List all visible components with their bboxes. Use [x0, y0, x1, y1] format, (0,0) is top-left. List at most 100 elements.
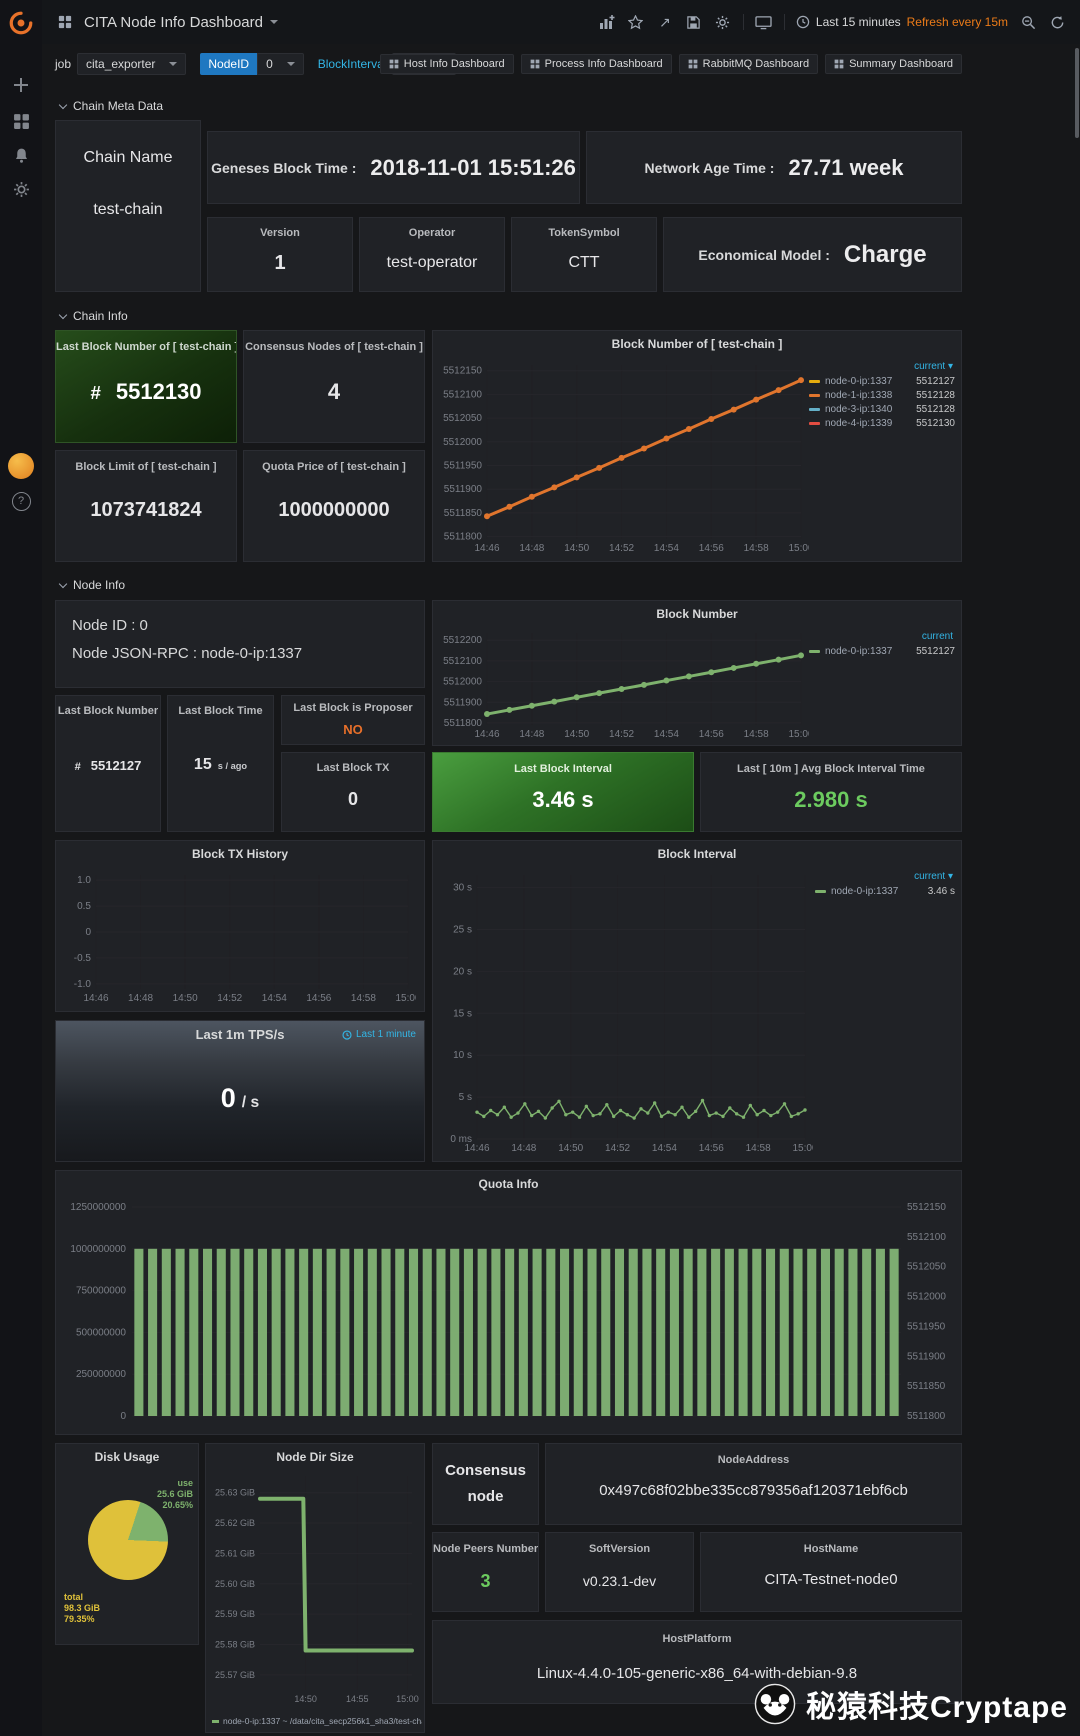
dashboard-title[interactable]: CITA Node Info Dashboard — [84, 13, 263, 31]
legend-header[interactable]: current ▾ — [914, 361, 953, 372]
legend-series-value: 3.46 s — [927, 886, 955, 897]
stat-label: Geneses Block Time : — [211, 159, 357, 176]
settings-gear-icon[interactable] — [714, 13, 732, 31]
legend-item[interactable]: node-0-ip:1337 5512127 — [809, 376, 955, 387]
panel-title[interactable]: HostPlatform — [662, 1633, 732, 1645]
panel-title[interactable]: Last Block Number of [ test-chain ] — [56, 341, 236, 353]
user-avatar[interactable] — [0, 452, 42, 480]
create-plus-icon[interactable] — [0, 74, 42, 96]
configuration-gear-icon[interactable] — [0, 178, 42, 200]
panel-node-id: Node ID : 0 Node JSON-RPC : node-0-ip:13… — [55, 600, 425, 688]
legend-item[interactable]: node-0-ip:1337 5512127 — [809, 646, 955, 657]
section-title: Chain Info — [73, 309, 128, 323]
chart-plot[interactable]: 14:46 14:48 14:50 14:52 14:54 14:56 14:58 15:00… — [437, 625, 809, 741]
panel-title[interactable]: Node Peers Number — [433, 1543, 538, 1555]
panel-title[interactable]: Last 1m TPS/s — [195, 1027, 285, 1042]
panel-last-block-tx: Last Block TX 0 — [281, 752, 425, 832]
panel-title[interactable]: TokenSymbol — [548, 227, 620, 239]
refresh-icon[interactable] — [1048, 13, 1066, 31]
share-icon[interactable]: ↗ — [659, 13, 671, 30]
panel-last-block-time: Last Block Time 15 s / ago — [167, 695, 274, 832]
chart-plot[interactable]: 14:46 14:48 14:50 14:52 14:54 14:56 14:58 15:00… — [60, 867, 416, 1005]
svg-text:5512150: 5512150 — [907, 1202, 946, 1213]
stat-label: Economical Model : — [698, 246, 830, 263]
time-range-picker[interactable]: Last 15 minutes Refresh every 15m — [796, 15, 1008, 29]
panel-title[interactable]: Version — [260, 227, 300, 239]
legend-item[interactable]: node-4-ip:1339 5512130 — [809, 418, 955, 429]
add-panel-icon[interactable] — [598, 13, 616, 31]
panel-quota-info-graph: Quota Info 0 250000000 500000000 750000000 1… — [55, 1170, 962, 1435]
panel-title[interactable]: Last [ 10m ] Avg Block Interval Time — [737, 763, 925, 775]
zoom-out-icon[interactable] — [1019, 13, 1037, 31]
panel-title[interactable]: Block Interval — [657, 847, 737, 861]
section-chain-info[interactable]: Chain Info — [58, 309, 128, 323]
legend-item[interactable]: node-1-ip:1338 5512128 — [809, 390, 955, 401]
dashboards-grid-icon[interactable] — [0, 110, 42, 132]
star-icon[interactable] — [627, 13, 645, 31]
legend-header[interactable]: current — [921, 631, 953, 642]
link-host-info-dashboard[interactable]: Host Info Dashboard — [379, 54, 514, 74]
panel-title[interactable]: Operator — [408, 227, 456, 239]
panel-title[interactable]: Quota Price of [ test-chain ] — [262, 461, 406, 473]
dashboard-grid-icon[interactable] — [56, 13, 74, 31]
scrollbar[interactable] — [1075, 48, 1079, 138]
panel-title[interactable]: Last Block Time — [178, 705, 263, 717]
svg-text:5511850: 5511850 — [444, 508, 483, 519]
variable-job[interactable]: job cita_exporter — [55, 53, 187, 75]
panel-title[interactable]: Block Number — [656, 607, 738, 621]
panel-title[interactable]: Last Block Interval — [514, 763, 612, 775]
panel-title[interactable]: Node Dir Size — [276, 1450, 354, 1464]
save-icon[interactable] — [685, 13, 703, 31]
panel-title[interactable]: Consensus Nodes of [ test-chain ] — [245, 341, 423, 353]
panel-title[interactable]: Block Limit of [ test-chain ] — [75, 461, 217, 473]
link-process-info-dashboard[interactable]: Process Info Dashboard — [520, 54, 672, 74]
panel-title[interactable]: Last Block is Proposer — [293, 702, 413, 714]
legend-item[interactable]: node-3-ip:1340 5512128 — [809, 404, 955, 415]
sidebar: ? — [0, 0, 42, 1736]
panel-title[interactable]: Block TX History — [191, 847, 289, 861]
svg-text:5511900: 5511900 — [907, 1351, 946, 1362]
section-chain-meta-data[interactable]: Chain Meta Data — [58, 99, 163, 113]
slice-percent: 20.65% — [162, 1500, 193, 1510]
link-rabbitmq-dashboard[interactable]: RabbitMQ Dashboard — [678, 54, 819, 74]
panel-block-number-chain-graph: Block Number of [ test-chain ] 14:46 14:4… — [432, 330, 962, 562]
panel-title[interactable]: Chain Name — [83, 149, 173, 166]
panel-node-block-number-graph: Block Number 14:46 14:48 14:50 14:52 14:54 14… — [432, 600, 962, 746]
panel-title[interactable]: Last Block Number — [57, 705, 159, 717]
variable-value[interactable]: cita_exporter — [77, 53, 187, 75]
grafana-logo[interactable] — [0, 8, 42, 38]
panel-last-block-interval: Last Block Interval 3.46 s — [432, 752, 694, 832]
chart-legend: current node-0-ip:1337 5512127 — [809, 631, 955, 660]
panel-title[interactable]: Block Number of [ test-chain ] — [611, 337, 783, 351]
chart-plot[interactable]: 14:50 14:55 15:00 25.63 GiB 25.62 GiB 25.61 G… — [208, 1468, 420, 1706]
chart-legend: current ▾ node-0-ip:1337 3.46 s — [815, 871, 955, 900]
help-icon[interactable]: ? — [0, 490, 42, 512]
panel-title[interactable]: HostName — [803, 1543, 859, 1555]
variable-nodeid[interactable]: NodeID 0 — [200, 53, 304, 75]
section-node-info[interactable]: Node Info — [58, 578, 125, 592]
alerting-bell-icon[interactable] — [0, 144, 42, 166]
svg-text:750000000: 750000000 — [76, 1286, 126, 1297]
panel-title[interactable]: Last Block TX — [316, 762, 390, 774]
panel-block-interval-graph: Block Interval 14:46 14:48 14:50 14:52 14:54… — [432, 840, 962, 1162]
svg-text:14:56: 14:56 — [306, 993, 331, 1004]
chart-plot[interactable]: 14:46 14:48 14:50 14:52 14:54 14:56 14:58 15:00… — [437, 357, 809, 555]
legend-item[interactable]: node-0-ip:1337 3.46 s — [815, 886, 955, 897]
tps-range-badge[interactable]: Last 1 minute — [342, 1029, 416, 1040]
dashboard-links: Host Info Dashboard Process Info Dashboa… — [379, 54, 962, 74]
svg-text:14:58: 14:58 — [746, 1143, 771, 1154]
legend-header[interactable]: current ▾ — [914, 871, 953, 882]
pie-chart[interactable] — [88, 1500, 168, 1580]
panel-avg-block-interval: Last [ 10m ] Avg Block Interval Time 2.9… — [700, 752, 962, 832]
panel-title[interactable]: SoftVersion — [588, 1543, 651, 1555]
variable-value[interactable]: 0 — [257, 53, 304, 75]
panel-title[interactable]: NodeAddress — [717, 1454, 790, 1466]
legend-series-name: node-0-ip:1337 — [825, 646, 893, 657]
link-summary-dashboard[interactable]: Summary Dashboard — [825, 54, 962, 74]
chart-plot[interactable]: 0 250000000 500000000 750000000 1000000000 12… — [62, 1197, 955, 1426]
chart-legend[interactable]: node-0-ip:1337 ~ /data/cita_secp256k1_sh… — [212, 1716, 422, 1726]
panel-title[interactable]: Disk Usage — [94, 1450, 160, 1464]
panel-title[interactable]: Quota Info — [478, 1177, 539, 1191]
tv-mode-icon[interactable] — [755, 13, 773, 31]
